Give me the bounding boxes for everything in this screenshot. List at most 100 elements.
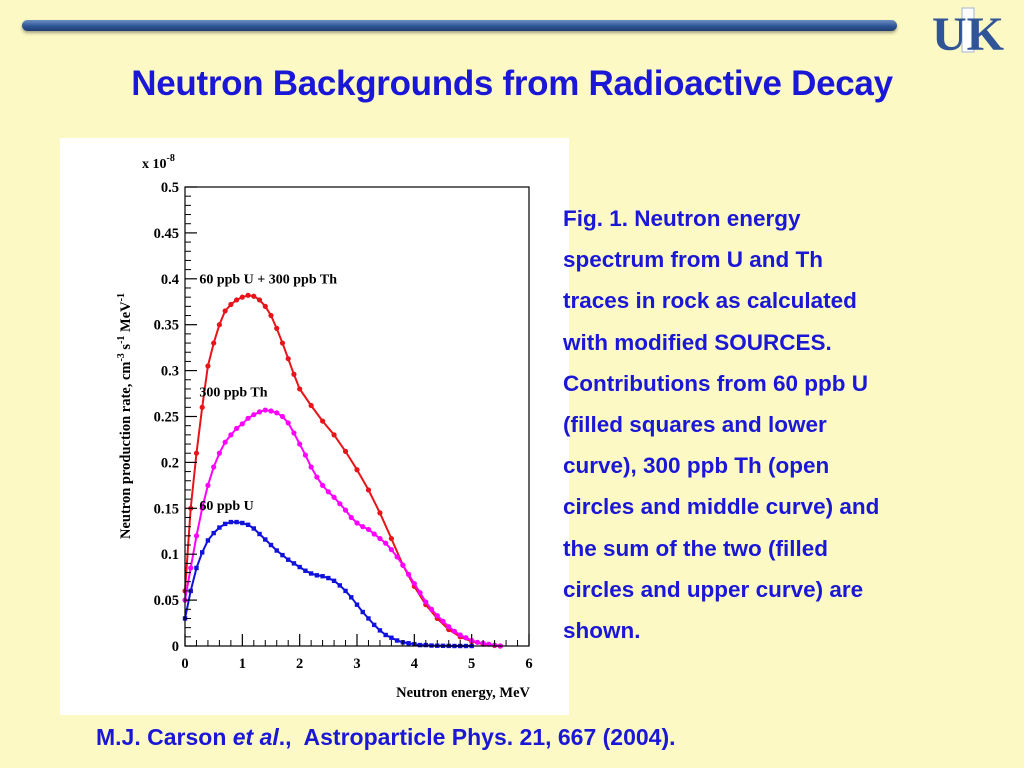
data-point (388, 535, 394, 542)
y-tick-label: 0 (172, 639, 179, 655)
data-point (279, 413, 286, 420)
data-point (286, 557, 291, 562)
data-point (274, 548, 279, 553)
series-line (184, 409, 501, 647)
data-point (342, 507, 349, 513)
data-point (205, 482, 211, 488)
data-point (211, 340, 217, 346)
data-point (389, 635, 394, 640)
data-point (234, 297, 240, 303)
data-point (257, 531, 262, 537)
data-point (342, 448, 349, 454)
x-tick-label: 1 (239, 656, 246, 672)
data-point (291, 430, 297, 436)
slide-title: Neutron Backgrounds from Radioactive Dec… (131, 64, 893, 103)
data-point (193, 533, 200, 539)
plot-frame (184, 186, 530, 647)
data-point (377, 510, 383, 516)
series-annotation: 60 ppb U + 300 ppb Th (199, 272, 337, 287)
data-point (217, 525, 222, 530)
data-point (234, 425, 240, 432)
data-point (222, 439, 228, 445)
data-point (320, 418, 326, 424)
x-tick-label: 5 (468, 656, 475, 672)
data-point (285, 356, 291, 362)
data-point (297, 386, 303, 392)
data-point (406, 571, 412, 577)
data-point (251, 293, 257, 299)
data-point (354, 602, 360, 607)
data-point (199, 505, 205, 511)
data-point (411, 580, 417, 587)
caption-line: circles and upper curve) are (563, 576, 864, 602)
data-point (262, 303, 268, 309)
x-axis-label: Neutron energy, MeV (396, 685, 530, 701)
caption-line: with modified SOURCES. (563, 329, 832, 355)
data-point (325, 489, 331, 495)
data-point (349, 595, 354, 600)
data-point (239, 421, 245, 427)
data-point (331, 578, 337, 584)
data-point (245, 292, 251, 298)
series-line (184, 294, 501, 647)
series-annotation: 60 ppb U (199, 499, 253, 514)
data-point (268, 542, 274, 548)
data-point (320, 574, 325, 579)
data-point (343, 588, 348, 594)
data-point (268, 312, 274, 319)
caption-line: the sum of the two (filled (563, 535, 828, 561)
data-point (365, 487, 372, 493)
data-point (274, 325, 280, 331)
data-point (377, 628, 383, 633)
data-point (234, 519, 239, 525)
data-point (205, 363, 211, 369)
data-point (308, 402, 314, 409)
data-point (428, 606, 435, 612)
figure-caption: Fig. 1. Neutron energy spectrum from U a… (563, 198, 1003, 651)
data-point (256, 409, 263, 415)
data-point (251, 526, 256, 531)
data-point (354, 520, 360, 526)
y-tick-label: 0.5 (161, 180, 179, 196)
data-point (348, 514, 354, 521)
y-tick-label: 0.1 (161, 547, 179, 563)
data-point (222, 308, 228, 314)
data-point (194, 565, 199, 571)
data-point (365, 526, 372, 533)
caption-line: Contributions from 60 ppb U (563, 370, 868, 396)
x-tick-label: 4 (411, 656, 418, 672)
data-point (406, 641, 411, 646)
data-point (451, 628, 458, 634)
data-point (400, 562, 406, 568)
data-point (314, 474, 320, 480)
data-point (256, 297, 263, 303)
y-tick-label: 0.35 (154, 318, 179, 334)
y-tick-label: 0.2 (161, 455, 179, 471)
citation-etal: et al (232, 724, 279, 750)
y-tick-label: 0.05 (154, 593, 179, 609)
y-tick-label: 0.4 (161, 272, 179, 288)
citation-punct: ., (278, 724, 292, 750)
x-tick-label: 2 (296, 656, 303, 672)
data-point (354, 467, 360, 473)
series-annotation: 300 ppb Th (199, 385, 267, 400)
data-point (326, 575, 331, 581)
data-point (303, 568, 308, 573)
y-tick-label: 0.25 (154, 410, 179, 426)
data-point (360, 524, 366, 530)
citation: M.J. Carson et al., Astroparticle Phys. … (96, 724, 676, 751)
data-point (337, 583, 342, 588)
data-point (383, 632, 388, 638)
data-point (474, 639, 480, 645)
caption-line: Fig. 1. Neutron energy (563, 206, 801, 231)
data-point (388, 547, 394, 553)
data-point (222, 521, 228, 527)
data-point (211, 464, 217, 470)
data-point (383, 540, 389, 546)
data-point (205, 538, 211, 543)
data-point (274, 410, 280, 416)
logo-text: UK (932, 8, 1004, 56)
data-point (280, 552, 285, 558)
data-point (240, 520, 245, 526)
data-point (302, 452, 308, 458)
